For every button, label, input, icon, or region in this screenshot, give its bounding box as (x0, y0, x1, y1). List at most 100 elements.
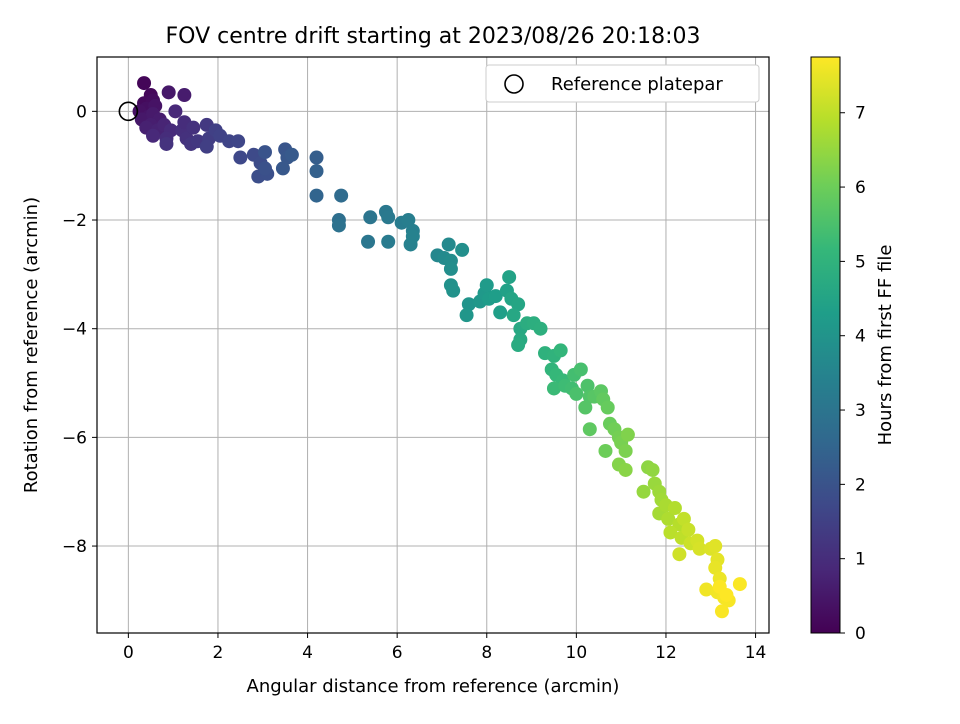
x-tick-label: 14 (745, 643, 767, 663)
x-tick-label: 12 (655, 643, 677, 663)
data-point (667, 501, 682, 516)
data-point (446, 283, 461, 298)
data-point (511, 338, 526, 352)
colorbar-tick-label: 4 (855, 327, 866, 347)
colorbar-tick-label: 0 (855, 624, 866, 644)
data-point (546, 381, 561, 396)
data-point (699, 582, 714, 597)
data-point (714, 604, 729, 619)
y-tick-label: −2 (62, 211, 87, 231)
x-tick-label: 6 (392, 643, 403, 663)
data-point (441, 237, 456, 252)
reference-platepar-marker (118, 101, 139, 122)
data-point (137, 76, 152, 91)
data-point (199, 139, 214, 154)
data-point (533, 321, 548, 336)
data-point (381, 234, 396, 249)
data-point (146, 128, 160, 143)
data-point (309, 188, 324, 203)
data-point (645, 462, 660, 477)
data-point (569, 386, 584, 401)
x-tick-label: 0 (123, 643, 134, 663)
data-point (553, 343, 568, 358)
plot-frame (96, 56, 770, 634)
data-point (708, 539, 723, 554)
data-point (681, 522, 696, 537)
data-point (493, 305, 508, 320)
legend-label: Reference platepar (551, 74, 723, 95)
data-point (618, 462, 633, 477)
data-point (401, 213, 416, 228)
legend-box (485, 64, 760, 103)
y-axis-ticks: 0 −2 −4 −6 −8 (62, 102, 97, 557)
data-point (231, 134, 246, 149)
data-point (488, 289, 503, 304)
data-point (381, 210, 396, 225)
data-point (676, 511, 691, 526)
data-point (620, 427, 635, 442)
data-point (177, 88, 192, 103)
colorbar-ticks: 0 1 2 3 4 5 6 7 (840, 104, 866, 644)
data-point (455, 242, 470, 257)
colorbar-tick-label: 6 (855, 178, 866, 198)
colorbar-tick-label: 5 (855, 252, 866, 272)
colorbar-tick-label: 7 (855, 104, 866, 124)
y-tick-label: −6 (62, 428, 87, 448)
data-point (461, 297, 476, 312)
x-tick-label: 4 (302, 643, 313, 663)
data-point (600, 400, 615, 415)
data-point (443, 261, 458, 276)
data-point (663, 525, 678, 540)
data-point (511, 297, 526, 312)
data-point (708, 560, 723, 575)
data-point (582, 422, 597, 437)
x-axis-label: Angular distance from reference (arcmin) (247, 676, 620, 697)
x-tick-label: 10 (566, 643, 588, 663)
colorbar: 0 1 2 3 4 5 6 7 Hours from first FF file (810, 56, 896, 644)
data-point (168, 104, 183, 119)
colorbar-tick-label: 1 (855, 550, 866, 570)
data-point (692, 541, 707, 556)
data-point (334, 188, 349, 203)
y-tick-label: −8 (62, 537, 87, 557)
data-point (258, 161, 272, 176)
data-point (598, 443, 613, 458)
data-point (502, 270, 517, 285)
data-point (275, 161, 290, 176)
colorbar-tick-label: 3 (855, 401, 866, 421)
data-point (580, 378, 595, 393)
data-point (479, 278, 494, 293)
data-point (233, 150, 248, 165)
grid-lines (97, 57, 769, 633)
data-point (573, 362, 588, 377)
data-point (284, 147, 299, 162)
data-point (719, 587, 734, 602)
data-point (618, 443, 633, 458)
data-point (578, 400, 593, 415)
data-point (186, 120, 201, 135)
y-tick-label: −4 (62, 320, 87, 340)
data-point (459, 308, 474, 323)
data-points (132, 76, 747, 619)
x-axis-ticks: 0 2 4 6 8 10 12 14 (123, 633, 766, 663)
data-point (732, 577, 747, 592)
data-point (363, 210, 378, 225)
x-tick-label: 2 (213, 643, 224, 663)
data-point (159, 136, 174, 151)
colorbar-tick-label: 2 (855, 475, 866, 495)
data-point (258, 145, 272, 160)
data-point (309, 164, 324, 179)
colorbar-gradient (810, 56, 841, 634)
data-point (309, 150, 324, 165)
data-point (636, 484, 651, 499)
colorbar-label: Hours from first FF file (875, 245, 896, 446)
data-point (661, 511, 676, 526)
x-tick-label: 8 (481, 643, 492, 663)
y-axis-label: Rotation from reference (arcmin) (21, 197, 42, 493)
data-point (161, 85, 176, 100)
legend: Reference platepar (485, 64, 760, 103)
reference-marker (118, 101, 139, 122)
y-tick-label: 0 (76, 102, 87, 122)
